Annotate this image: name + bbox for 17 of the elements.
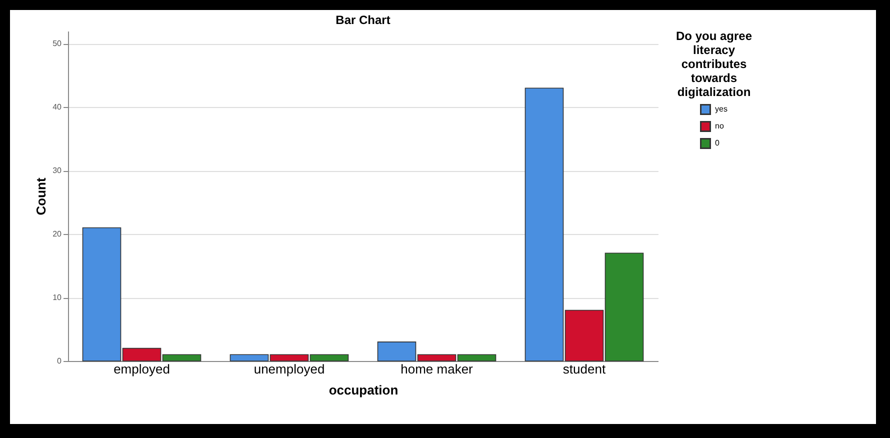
y-tick-label: 10 bbox=[52, 293, 62, 302]
x-tick-label: employed bbox=[114, 362, 170, 376]
x-tick-label: student bbox=[562, 362, 606, 376]
y-axis-title: Count bbox=[34, 177, 49, 216]
y-tick-label: 50 bbox=[52, 39, 62, 48]
legend-label: yes bbox=[715, 104, 728, 114]
chart-title: Bar Chart bbox=[336, 13, 390, 27]
legend-title: Do you agree literacy contributes towards digitalization bbox=[676, 29, 752, 99]
x-axis-title: occupation bbox=[328, 382, 398, 398]
legend-label: no bbox=[715, 122, 724, 130]
y-tick-label: 40 bbox=[52, 102, 62, 112]
x-tick-label: unemployed bbox=[254, 362, 325, 376]
y-tick-label: 30 bbox=[52, 166, 62, 176]
legend-label: 0 bbox=[715, 138, 720, 148]
x-tick-label: home maker bbox=[400, 362, 474, 376]
y-tick-label: 0 bbox=[57, 356, 62, 366]
y-tick-label: 20 bbox=[52, 230, 62, 239]
